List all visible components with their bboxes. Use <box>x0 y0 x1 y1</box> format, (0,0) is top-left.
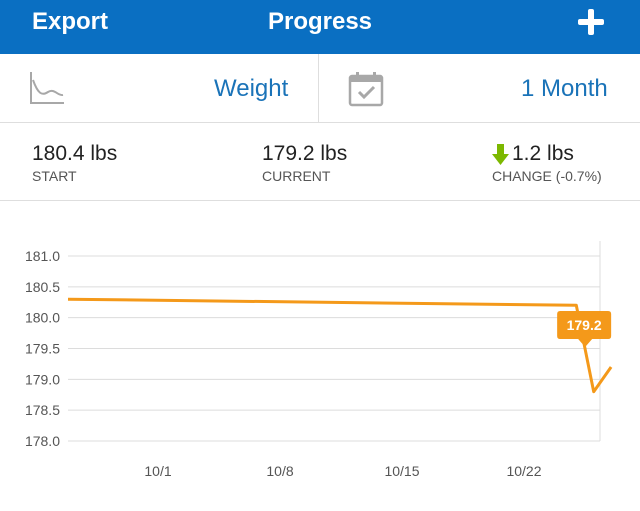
x-tick-label: 10/22 <box>506 463 541 479</box>
y-tick-label: 179.5 <box>25 341 60 357</box>
y-tick-label: 178.0 <box>25 433 60 449</box>
y-tick-label: 178.5 <box>25 402 60 418</box>
y-tick-label: 181.0 <box>25 248 60 264</box>
change-value: 1.2 lbs <box>512 142 574 166</box>
callout-label: 179.2 <box>567 317 602 333</box>
y-tick-label: 179.0 <box>25 371 60 387</box>
metric-label: Weight <box>214 75 288 103</box>
selector-bar: Weight 1 Month <box>0 54 640 123</box>
start-value: 180.4 lbs <box>32 142 117 166</box>
range-label: 1 Month <box>521 75 608 103</box>
stats-row: 180.4 lbs START 179.2 lbs CURRENT 1.2 lb… <box>0 122 640 201</box>
line-chart-icon <box>28 70 66 106</box>
current-label: CURRENT <box>262 168 330 184</box>
change-label: CHANGE (-0.7%) <box>492 168 602 184</box>
start-label: START <box>32 168 77 184</box>
calendar-check-icon <box>348 71 384 107</box>
series-line <box>68 299 611 392</box>
selector-divider <box>318 54 319 122</box>
current-value: 179.2 lbs <box>262 142 347 166</box>
x-tick-label: 10/1 <box>144 463 171 479</box>
down-arrow-icon <box>492 144 509 166</box>
x-tick-label: 10/15 <box>384 463 419 479</box>
y-tick-label: 180.0 <box>25 310 60 326</box>
plus-icon[interactable] <box>578 9 604 35</box>
top-bar: Export Progress <box>0 0 640 54</box>
chart-svg: 181.0 180.5 180.0 179.5 179.0 178.5 178.0 10/1… <box>0 201 640 506</box>
current-value-callout: 179.2 <box>557 311 611 347</box>
page-title: Progress <box>0 8 640 36</box>
x-tick-label: 10/8 <box>266 463 293 479</box>
weight-chart: 181.0 180.5 180.0 179.5 179.0 178.5 178.0 10/1… <box>0 201 640 506</box>
y-tick-label: 180.5 <box>25 279 60 295</box>
